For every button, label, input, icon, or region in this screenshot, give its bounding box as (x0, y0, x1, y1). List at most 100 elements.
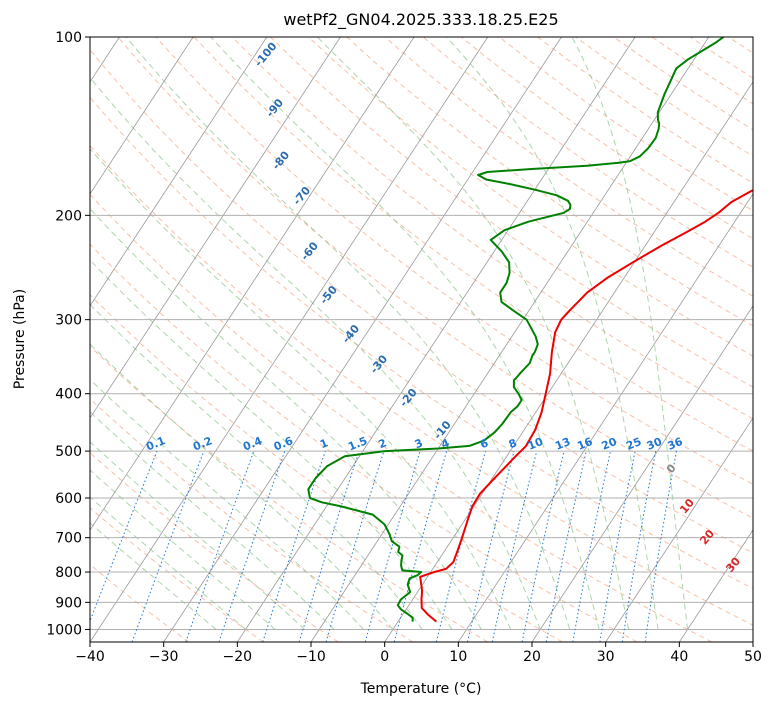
y-tick-label: 700 (55, 531, 82, 547)
dry-adiabat-label: 0 (664, 461, 679, 475)
moist-adiabat-line (90, 343, 394, 630)
mixing-ratio-label: 6 (478, 436, 490, 451)
y-tick-label: 300 (55, 313, 82, 329)
dry-adiabat-label: -80 (270, 148, 293, 172)
moist-adiabat-line (90, 259, 453, 630)
moist-adiabat-line (90, 303, 423, 630)
mixing-ratio-label: 1 (318, 436, 330, 451)
mixing-ratio-line (325, 450, 385, 642)
mixing-ratio-label: 36 (666, 435, 685, 453)
mixing-ratio-label: 10 (526, 435, 545, 453)
dry-adiabat-label: -10 (431, 418, 454, 442)
dry-adiabat-label: -40 (340, 322, 363, 346)
dry-adiabat-line (90, 96, 753, 590)
mixing-ratio-label: 2 (377, 436, 389, 451)
dry-adiabat-line (346, 37, 753, 327)
isotherm-line (457, 193, 753, 642)
isotherm-line (90, 37, 341, 419)
plot-frame (89, 36, 754, 643)
dry-adiabat-line (384, 37, 753, 297)
mixing-ratio-line (521, 450, 565, 642)
isotherm-line (163, 37, 562, 642)
mixing-ratio-label: 30 (645, 435, 664, 453)
dry-adiabat-label: -20 (397, 386, 420, 410)
dry-adiabat-label: 20 (697, 527, 717, 547)
dry-adiabat-line (460, 37, 753, 240)
temperature-profile-line (419, 189, 753, 623)
x-tick-label: −10 (296, 649, 326, 665)
mixing-ratio-line (393, 450, 448, 642)
isotherm-line (605, 417, 753, 642)
y-tick-label: 600 (55, 491, 82, 507)
dry-adiabat-line (193, 37, 753, 452)
dry-adiabat-label: 10 (677, 496, 697, 516)
mixing-ratio-line (185, 450, 255, 642)
dry-adiabat-label: -60 (298, 239, 321, 263)
isotherm-line (531, 305, 753, 642)
moist-adiabat-line (210, 37, 600, 630)
mixing-ratio-line (491, 450, 538, 642)
moist-adiabat-line (571, 37, 689, 630)
mixing-ratio-label: 25 (624, 435, 643, 453)
dry-adiabat-line (575, 37, 753, 157)
moist-adiabat-line (90, 469, 276, 630)
y-tick-label: 400 (55, 387, 82, 403)
moist-adiabat-line (446, 37, 659, 630)
isotherm-line (90, 37, 415, 531)
y-axis-label: Pressure (hPa) (12, 289, 28, 389)
moist-adiabat-line (90, 148, 512, 630)
y-tick-label: 900 (55, 595, 82, 611)
mixing-ratio-line (435, 450, 486, 642)
x-tick-label: −40 (75, 649, 105, 665)
isotherm-line (678, 529, 753, 642)
dry-adiabat-label: -70 (290, 184, 313, 208)
dry-adiabat-line (90, 193, 712, 642)
dry-adiabat-line (90, 294, 563, 642)
moist-adiabat-line (90, 207, 482, 630)
x-tick-label: 40 (670, 649, 688, 665)
x-tick-label: −20 (223, 649, 253, 665)
dry-adiabat-line (613, 37, 753, 131)
dry-adiabat-line (90, 345, 488, 642)
dry-adiabat-label: -100 (252, 40, 280, 70)
dry-adiabat-line (422, 37, 753, 268)
moist-adiabat-line (90, 378, 364, 630)
moist-adiabat-line (90, 522, 217, 630)
moist-adiabat-line (90, 76, 541, 630)
y-tick-label: 1000 (46, 622, 82, 638)
isotherm-line (384, 81, 753, 642)
isotherm-line (90, 37, 268, 307)
isotherm-line (752, 641, 753, 642)
y-tick-label: 800 (55, 565, 82, 581)
mixing-ratio-line (599, 450, 636, 642)
dry-adiabat-label: -90 (263, 96, 286, 120)
y-tick-label: 500 (55, 444, 82, 460)
isotherm-line (236, 37, 636, 642)
dry-adiabat-line (90, 563, 190, 642)
dry-adiabat-label: -30 (368, 352, 391, 376)
mixing-ratio-label: 13 (553, 435, 572, 453)
x-tick-label: 20 (523, 649, 541, 665)
dry-adiabat-line (90, 452, 339, 642)
dry-adiabat-line (231, 37, 753, 420)
isotherm-line (310, 37, 710, 642)
x-axis-label: Temperature (°C) (360, 681, 482, 697)
mixing-ratio-line (467, 450, 515, 642)
moist-adiabat-line (317, 37, 630, 630)
x-tick-label: 50 (744, 649, 762, 665)
y-tick-label: 100 (55, 30, 82, 46)
moist-adiabat-line (90, 411, 335, 630)
x-tick-label: 0 (380, 649, 389, 665)
mixing-ratio-label: 16 (575, 435, 594, 453)
dry-adiabat-line (117, 37, 753, 519)
dry-adiabat-line (689, 37, 753, 79)
dry-adiabat-line (308, 37, 753, 357)
dry-adiabat-line (498, 37, 753, 212)
mixing-ratio-line (262, 450, 326, 642)
moist-adiabat-line (125, 37, 571, 630)
dry-adiabat-label: -50 (317, 283, 340, 307)
chart-title: wetPf2_GN04.2025.333.18.25.E25 (283, 10, 558, 30)
mixing-ratio-line (545, 450, 587, 642)
x-tick-label: −30 (149, 649, 179, 665)
isotherm-line (90, 37, 489, 642)
